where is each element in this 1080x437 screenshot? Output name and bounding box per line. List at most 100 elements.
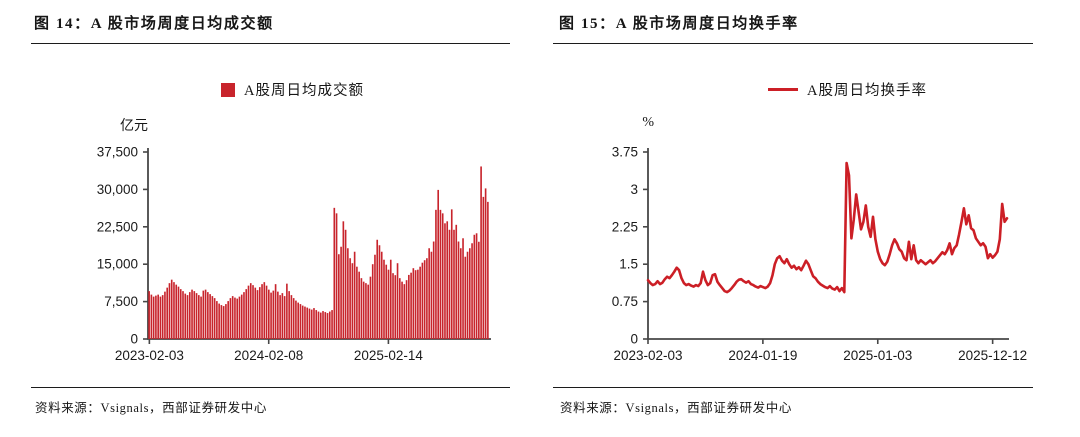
figure-15-title: 图 15：A 股市场周度日均换手率	[559, 16, 799, 32]
x-tick-label: 2024-02-08	[234, 348, 303, 363]
figure-14-y-axis-unit: 亿元	[120, 119, 148, 134]
bar	[220, 305, 223, 339]
bar	[209, 294, 211, 339]
bar	[317, 311, 320, 339]
bar	[161, 295, 164, 339]
bar	[342, 221, 345, 339]
bar	[238, 296, 241, 339]
y-tick-label: 0	[630, 332, 638, 347]
y-tick-label: 15,000	[97, 257, 138, 272]
bar	[441, 213, 444, 339]
bar	[471, 243, 473, 339]
bar	[392, 273, 394, 339]
bar	[385, 264, 388, 339]
bar	[229, 298, 232, 339]
bar	[446, 221, 449, 339]
bar	[464, 256, 467, 339]
figure-14-source-note: 资料来源：Vsignals，西部证券研发中心	[35, 401, 267, 415]
x-tick-label: 2025-12-12	[958, 348, 1027, 363]
bar	[184, 293, 187, 339]
figure-14-legend: A股周日均成交额	[122, 79, 463, 100]
bar	[408, 274, 410, 339]
bar	[428, 248, 430, 339]
bar	[450, 209, 453, 339]
bar	[243, 292, 245, 339]
bar	[326, 313, 329, 339]
bar	[234, 297, 236, 339]
bar	[168, 283, 171, 339]
bar	[459, 248, 462, 339]
figure-15-title-rule	[553, 43, 1033, 44]
bar	[227, 301, 229, 339]
x-tick-label: 2023-02-03	[613, 348, 682, 363]
bar	[378, 245, 381, 339]
bar	[356, 266, 358, 339]
bar	[191, 289, 193, 339]
bar	[414, 270, 417, 339]
y-tick-label: 7,500	[104, 294, 138, 309]
bar	[200, 296, 202, 339]
figure-15-legend-label: A股周日均换手率	[807, 83, 927, 99]
bar	[177, 286, 180, 339]
bar	[157, 294, 159, 339]
bar	[164, 291, 166, 339]
figure-14-panel: 图 14：A 股市场周度日均成交额 A股周日均成交额 亿元 0 7,500 15,0…	[31, 16, 510, 415]
bar	[367, 284, 369, 339]
bar	[484, 188, 487, 339]
bar	[405, 280, 408, 339]
y-tick-label: 30,000	[97, 182, 138, 197]
bar	[403, 284, 406, 339]
bar	[202, 290, 205, 339]
x-tick-label: 2024-01-19	[728, 348, 797, 363]
bar	[331, 310, 333, 339]
bar	[152, 296, 155, 339]
bar	[351, 263, 354, 339]
bar	[159, 296, 162, 339]
bar	[240, 294, 243, 339]
bar	[335, 213, 338, 339]
figure-15-y-axis-unit: %	[642, 115, 654, 130]
figure-14-title: 图 14：A 股市场周度日均成交额	[34, 16, 274, 32]
figure-15-legend: A股周日均换手率	[668, 79, 1027, 100]
bar	[389, 259, 392, 339]
bar	[462, 238, 464, 339]
bar	[410, 272, 412, 339]
bar	[387, 269, 390, 339]
bar	[258, 287, 261, 339]
bar	[480, 166, 482, 339]
bar	[306, 307, 309, 339]
bar	[268, 289, 270, 339]
bar	[398, 278, 401, 339]
bar	[466, 251, 469, 339]
bar	[487, 201, 489, 339]
y-tick-label: 3.75	[612, 145, 638, 160]
turnover-rate-line	[646, 161, 1009, 294]
bar	[473, 234, 476, 339]
bar	[186, 295, 189, 339]
bar	[365, 283, 367, 339]
bar	[265, 285, 268, 339]
bar-chart-canvas: 0 7,500 15,000 22,500 30,000 37,500 2023-02-03…	[97, 145, 491, 363]
bar	[468, 248, 471, 339]
bar	[274, 284, 277, 339]
y-tick-label: 37,500	[97, 145, 138, 160]
bar	[349, 258, 351, 339]
bar	[286, 283, 288, 339]
bar	[435, 209, 437, 339]
bar	[148, 291, 150, 339]
bar	[369, 276, 372, 339]
bar	[272, 290, 275, 339]
bar	[419, 266, 421, 339]
bar	[297, 302, 299, 339]
bar	[455, 224, 458, 339]
figure-15-source-note: 资料来源：Vsignals，西部证券研发中心	[560, 401, 792, 415]
bar	[182, 291, 184, 339]
bar	[396, 263, 399, 339]
bar	[179, 289, 182, 339]
bar	[453, 229, 455, 339]
bar	[482, 196, 485, 339]
y-tick-label: 0.75	[612, 294, 638, 309]
bar	[222, 306, 225, 339]
bar	[344, 229, 347, 339]
bar	[328, 311, 331, 339]
